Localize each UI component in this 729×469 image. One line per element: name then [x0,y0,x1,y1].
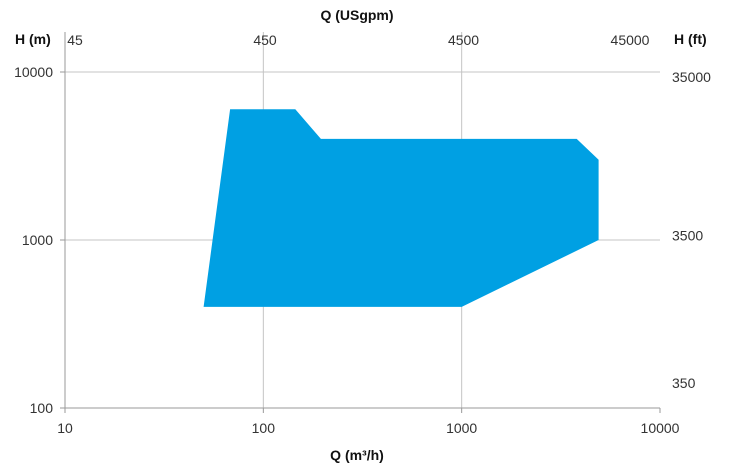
y-left-tick-label: 100 [30,400,54,416]
y-left-tick-label: 1000 [22,232,53,248]
x-bottom-tick-label: 10000 [641,420,680,436]
x-axis-bottom-label: Q (m³/h) [330,447,384,463]
y-right-tick-label: 35000 [672,69,711,85]
x-top-tick-label: 4500 [448,32,479,48]
y-axis-right-label: H (ft) [674,31,707,47]
x-top-tick-label: 45 [67,32,83,48]
x-bottom-tick-label: 1000 [446,420,477,436]
y-right-tick-label: 3500 [672,227,703,243]
y-axis-left-label: H (m) [15,31,51,47]
x-axis-top-label: Q (USgpm) [320,7,393,23]
y-left-tick-label: 10000 [14,64,53,80]
x-top-tick-label: 45000 [611,32,650,48]
x-bottom-tick-label: 100 [252,420,276,436]
x-bottom-tick-label: 10 [57,420,73,436]
x-top-tick-label: 450 [253,32,277,48]
y-right-tick-label: 350 [672,375,696,391]
